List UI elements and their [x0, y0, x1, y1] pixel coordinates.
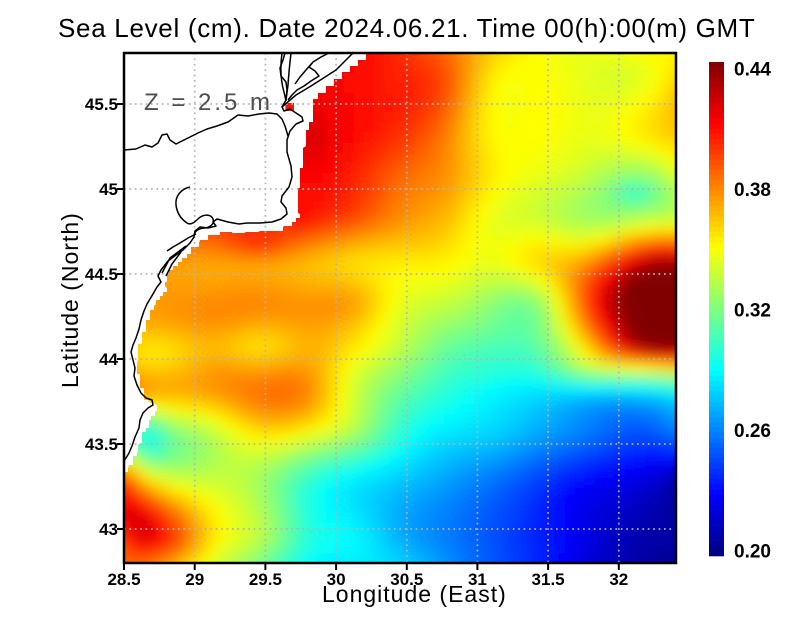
svg-text:43: 43 — [99, 520, 118, 539]
svg-text:Z = 2.5 m: Z = 2.5 m — [144, 89, 273, 116]
svg-text:Sea Level (cm). Date 2024.06.2: Sea Level (cm). Date 2024.06.21. Time 00… — [58, 13, 755, 43]
svg-text:45.5: 45.5 — [85, 95, 118, 114]
svg-text:Latitude (North): Latitude (North) — [57, 212, 83, 388]
svg-text:0.32: 0.32 — [734, 301, 771, 322]
svg-text:30: 30 — [327, 570, 346, 589]
svg-text:31: 31 — [468, 570, 487, 589]
svg-text:0.38: 0.38 — [734, 180, 771, 201]
svg-text:0.20: 0.20 — [734, 542, 771, 563]
svg-text:44.5: 44.5 — [85, 265, 118, 284]
svg-text:44: 44 — [99, 350, 118, 369]
svg-text:45: 45 — [99, 180, 118, 199]
svg-text:0.44: 0.44 — [734, 60, 771, 81]
svg-text:29: 29 — [185, 570, 204, 589]
svg-text:32: 32 — [609, 570, 628, 589]
svg-text:0.26: 0.26 — [734, 421, 771, 442]
svg-text:Longitude (East): Longitude (East) — [322, 581, 507, 607]
svg-text:43.5: 43.5 — [85, 435, 118, 454]
svg-text:28.5: 28.5 — [107, 570, 140, 589]
svg-text:29.5: 29.5 — [249, 570, 282, 589]
svg-text:30.5: 30.5 — [390, 570, 423, 589]
svg-text:31.5: 31.5 — [532, 570, 565, 589]
